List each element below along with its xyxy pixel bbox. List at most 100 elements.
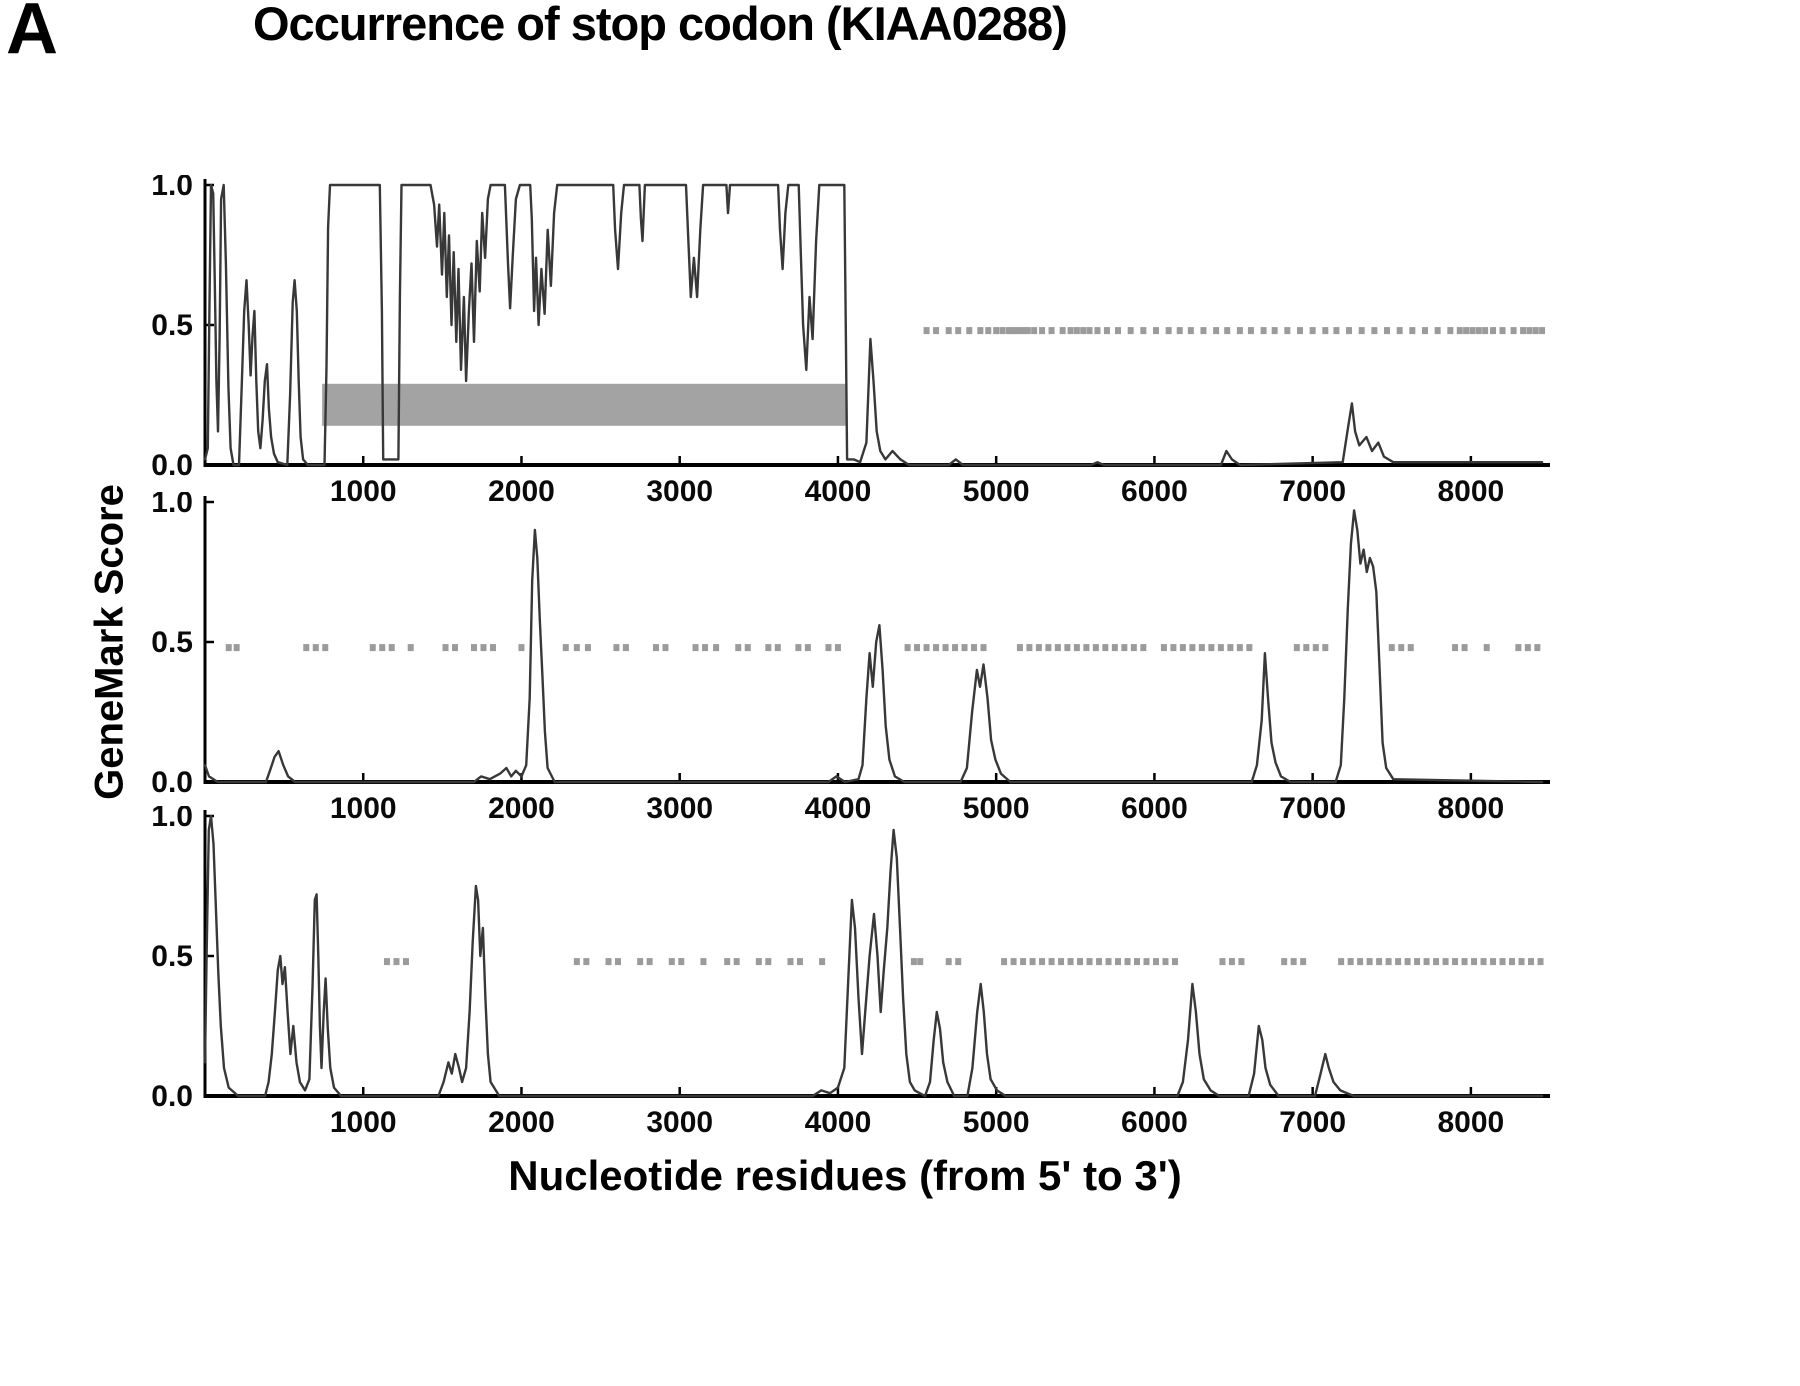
stop-codon-mark bbox=[1121, 644, 1128, 652]
stop-codon-mark bbox=[1456, 327, 1463, 335]
stop-codon-mark bbox=[1539, 327, 1546, 335]
genemark-score-curve bbox=[203, 183, 1544, 467]
stop-codon-mark bbox=[825, 644, 832, 652]
x-tick-label: 6000 bbox=[1121, 1106, 1188, 1139]
chart-frame-top-svg: 1000 2000 3000 4000 5000 6000 7000 8000 0.0 0.5 1.… bbox=[151, 175, 1550, 508]
stop-codon-mark bbox=[1170, 644, 1177, 652]
stop-codon-mark bbox=[1300, 958, 1307, 966]
stop-codon-mark bbox=[1409, 327, 1416, 335]
stop-codon-mark bbox=[1073, 327, 1080, 335]
stop-codon-mark bbox=[442, 644, 449, 652]
stop-codon-mark bbox=[562, 644, 569, 652]
stop-codon-mark bbox=[923, 327, 930, 335]
y-tick-label: 0.0 bbox=[151, 766, 193, 799]
stop-codon-mark bbox=[1067, 958, 1074, 966]
stop-codon-mark bbox=[518, 644, 525, 652]
stop-codon-mark bbox=[999, 327, 1006, 335]
stop-codon-mark bbox=[1115, 958, 1122, 966]
stop-codon-mark bbox=[1228, 958, 1235, 966]
stop-codon-mark bbox=[1322, 644, 1329, 652]
stop-codon-mark bbox=[945, 327, 952, 335]
stop-codon-mark bbox=[489, 644, 496, 652]
stop-codon-mark bbox=[1322, 327, 1329, 335]
x-tick-label: 1000 bbox=[330, 1106, 397, 1139]
stop-codon-mark bbox=[1433, 958, 1440, 966]
stop-codon-mark bbox=[1281, 958, 1288, 966]
stop-codon-mark bbox=[1238, 958, 1245, 966]
stop-codon-mark bbox=[637, 958, 644, 966]
highlight-bar bbox=[322, 383, 846, 426]
stop-codon-mark bbox=[955, 958, 962, 966]
stop-codon-mark bbox=[1200, 327, 1207, 335]
stop-codon-mark bbox=[1309, 327, 1316, 335]
stop-codon-mark bbox=[379, 644, 386, 652]
stop-codon-mark bbox=[225, 644, 232, 652]
y-tick-label: 1.0 bbox=[151, 175, 193, 202]
y-tick-label: 0.5 bbox=[151, 940, 193, 973]
stop-codon-mark bbox=[1198, 644, 1205, 652]
stop-codon-mark bbox=[1371, 327, 1378, 335]
stop-codon-mark bbox=[1423, 958, 1430, 966]
stop-codon-mark bbox=[1115, 327, 1122, 335]
stop-codon-mark bbox=[1515, 644, 1522, 652]
stop-codon-mark bbox=[1140, 644, 1147, 652]
stop-codon-mark bbox=[407, 644, 414, 652]
stop-codon-mark bbox=[914, 644, 921, 652]
stop-codon-mark bbox=[1059, 327, 1066, 335]
chart-frame-middle-svg: 1000 2000 3000 4000 5000 6000 7000 8000 0.0 0.5 1.… bbox=[151, 492, 1550, 825]
y-tick-label: 1.0 bbox=[151, 492, 193, 519]
stop-codon-mark bbox=[1338, 958, 1345, 966]
stop-codon-mark bbox=[1015, 327, 1022, 335]
stop-codon-mark bbox=[735, 644, 742, 652]
stop-codon-mark bbox=[1031, 327, 1038, 335]
x-tick-label: 2000 bbox=[488, 792, 555, 825]
stop-codon-mark bbox=[583, 958, 590, 966]
stop-codon-mark bbox=[796, 958, 803, 966]
stop-codon-mark bbox=[1187, 327, 1194, 335]
stop-codon-mark bbox=[755, 958, 762, 966]
x-tick-label: 4000 bbox=[805, 792, 872, 825]
x-tick-label: 4000 bbox=[805, 475, 872, 508]
stop-codon-mark bbox=[1385, 958, 1392, 966]
stop-codon-mark bbox=[933, 644, 940, 652]
y-axis-label: GeneMark Score bbox=[87, 484, 132, 800]
stop-codon-mark bbox=[700, 958, 707, 966]
stop-codon-mark bbox=[1463, 327, 1470, 335]
stop-codon-mark bbox=[1471, 958, 1478, 966]
stop-codon-mark bbox=[819, 958, 826, 966]
stop-codon-mark bbox=[1490, 958, 1497, 966]
stop-codon-mark bbox=[961, 644, 968, 652]
x-tick-label: 7000 bbox=[1279, 475, 1346, 508]
y-tick-label: 1.0 bbox=[151, 806, 193, 833]
stop-codon-mark bbox=[1510, 327, 1517, 335]
stop-codon-mark bbox=[952, 644, 959, 652]
stop-codon-mark bbox=[1520, 327, 1527, 335]
chart-frame-top: 1000 2000 3000 4000 5000 6000 7000 8000 0.0 0.5 1.… bbox=[140, 175, 1600, 511]
stop-codon-mark bbox=[1357, 958, 1364, 966]
stop-codon-mark bbox=[605, 958, 612, 966]
stop-codon-mark bbox=[1434, 327, 1441, 335]
stop-codon-mark bbox=[1236, 327, 1243, 335]
x-tick-label: 5000 bbox=[963, 792, 1030, 825]
stop-codon-mark bbox=[1208, 644, 1215, 652]
y-tick-label: 0.0 bbox=[151, 1080, 193, 1113]
stop-codon-mark bbox=[1290, 958, 1297, 966]
stop-codon-mark bbox=[668, 958, 675, 966]
stop-codon-mark bbox=[977, 327, 984, 335]
stop-codon-mark bbox=[923, 644, 930, 652]
stop-codon-mark bbox=[1260, 327, 1267, 335]
stop-codon-mark bbox=[1499, 327, 1506, 335]
stop-codon-mark bbox=[393, 958, 400, 966]
x-tick-label: 3000 bbox=[646, 475, 713, 508]
figure-title: Occurrence of stop codon (KIAA0288) bbox=[253, 0, 1068, 50]
stop-codon-mark bbox=[787, 958, 794, 966]
stop-codon-mark bbox=[452, 644, 459, 652]
stop-codon-mark bbox=[1366, 958, 1373, 966]
stop-codon-mark bbox=[1384, 327, 1391, 335]
stop-codon-mark bbox=[904, 644, 911, 652]
stop-codon-mark bbox=[1086, 327, 1093, 335]
stop-codon-mark bbox=[1077, 958, 1084, 966]
stop-codon-mark bbox=[1452, 644, 1459, 652]
stop-codon-mark bbox=[1171, 958, 1178, 966]
stop-codon-mark bbox=[1048, 327, 1055, 335]
